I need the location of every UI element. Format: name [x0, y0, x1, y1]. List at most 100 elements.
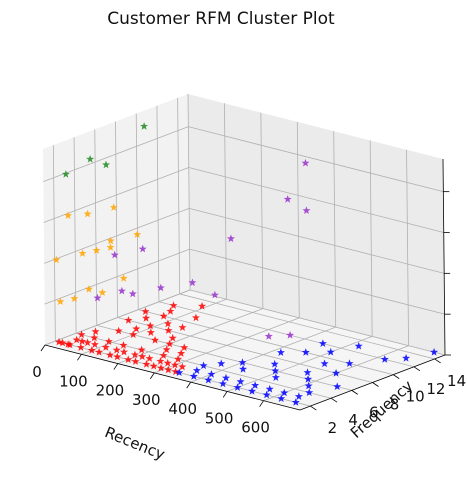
- grid-line: [44, 248, 190, 305]
- data-point-series-0: [164, 365, 173, 374]
- data-point-series-2: [83, 209, 92, 218]
- data-point-series-1: [305, 388, 314, 396]
- data-point-series-0: [138, 352, 147, 360]
- data-point-series-1: [189, 372, 198, 380]
- y-tick-label: 10: [406, 388, 425, 406]
- y-tick-mark: [434, 358, 441, 364]
- data-points: [52, 122, 439, 406]
- data-point-series-3: [156, 283, 165, 292]
- data-point-series-0: [87, 346, 96, 354]
- grid-line: [43, 126, 189, 183]
- data-point-series-4: [86, 155, 95, 163]
- data-point-series-1: [270, 359, 279, 368]
- data-point-series-1: [333, 382, 342, 390]
- grid-line: [189, 289, 446, 356]
- data-point-series-1: [239, 365, 248, 373]
- data-point-series-1: [304, 381, 313, 390]
- data-point-series-1: [236, 377, 245, 386]
- y-tick-mark: [310, 405, 317, 411]
- data-point-series-1: [175, 368, 184, 376]
- data-point-series-3: [286, 331, 295, 339]
- data-point-series-3: [227, 234, 235, 243]
- data-point-series-0: [101, 343, 110, 351]
- x-tick-label: 300: [132, 391, 161, 409]
- y-tick-label: 2: [328, 419, 338, 437]
- x-tick-mark: [113, 363, 119, 370]
- data-point-series-0: [168, 333, 177, 342]
- data-point-series-0: [83, 338, 92, 347]
- data-point-series-0: [76, 343, 85, 351]
- data-point-series-3: [110, 250, 119, 259]
- data-point-series-2: [56, 297, 65, 305]
- grid-line: [117, 317, 373, 383]
- data-point-series-1: [303, 368, 312, 376]
- x-tick-label: 600: [241, 419, 270, 437]
- grid-line: [44, 207, 190, 264]
- data-point-series-1: [192, 366, 201, 374]
- data-point-series-2: [119, 274, 128, 282]
- data-point-series-1: [301, 348, 310, 356]
- y-tick-mark: [330, 397, 338, 403]
- tick-labels: 0100200300400500600246810121401234: [32, 183, 467, 437]
- data-point-series-1: [326, 347, 335, 356]
- data-point-series-2: [92, 246, 101, 254]
- y-tick-label: 8: [390, 396, 400, 414]
- x-tick-label: 500: [205, 409, 234, 427]
- data-point-series-0: [114, 326, 123, 335]
- data-point-series-2: [52, 255, 61, 264]
- data-point-series-0: [164, 326, 173, 334]
- data-point-series-0: [91, 327, 100, 335]
- data-point-series-1: [430, 348, 439, 356]
- data-point-series-1: [277, 394, 286, 402]
- data-point-series-0: [145, 354, 154, 362]
- data-point-series-0: [178, 362, 187, 371]
- data-point-series-0: [58, 338, 67, 347]
- data-point-series-0: [191, 313, 200, 322]
- x-tick-mark: [259, 400, 264, 407]
- data-point-series-0: [156, 357, 165, 365]
- data-point-series-0: [146, 328, 155, 336]
- data-point-series-2: [106, 243, 115, 251]
- data-point-series-3: [93, 293, 102, 302]
- grid-line: [44, 289, 191, 346]
- data-point-series-2: [84, 285, 93, 293]
- data-point-series-0: [112, 345, 121, 354]
- y-tick-mark: [413, 366, 421, 372]
- x-tick-mark: [149, 372, 155, 380]
- grid-lines: [43, 93, 446, 407]
- data-point-series-3: [138, 244, 147, 253]
- data-point-series-2: [109, 203, 118, 211]
- data-point-series-0: [159, 311, 168, 320]
- data-point-series-0: [90, 340, 99, 348]
- data-point-series-0: [180, 343, 189, 351]
- data-point-series-1: [233, 383, 242, 391]
- grid-line: [189, 248, 445, 315]
- data-point-series-0: [165, 339, 174, 348]
- data-point-series-0: [131, 357, 140, 365]
- data-point-series-1: [280, 388, 289, 397]
- data-point-series-0: [166, 307, 175, 315]
- data-point-series-0: [141, 307, 150, 315]
- data-point-series-1: [262, 390, 271, 399]
- data-point-series-0: [177, 349, 186, 357]
- data-point-series-2: [70, 294, 79, 302]
- x-tick-mark: [77, 354, 82, 361]
- grid-line: [179, 293, 435, 360]
- data-point-series-1: [271, 366, 280, 375]
- data-point-series-1: [271, 373, 280, 381]
- data-point-series-0: [95, 348, 104, 356]
- y-tick-mark: [351, 390, 359, 395]
- data-point-series-1: [222, 373, 230, 382]
- data-point-series-3: [128, 289, 137, 298]
- data-point-series-4: [102, 160, 110, 169]
- data-point-series-0: [151, 336, 160, 344]
- data-point-series-1: [320, 359, 329, 368]
- data-point-series-0: [174, 355, 183, 363]
- data-point-series-3: [264, 332, 273, 340]
- data-point-series-0: [142, 314, 151, 322]
- data-point-series-0: [78, 337, 87, 345]
- data-point-series-2: [98, 288, 107, 296]
- data-point-series-1: [291, 398, 300, 406]
- data-point-series-2: [133, 230, 142, 238]
